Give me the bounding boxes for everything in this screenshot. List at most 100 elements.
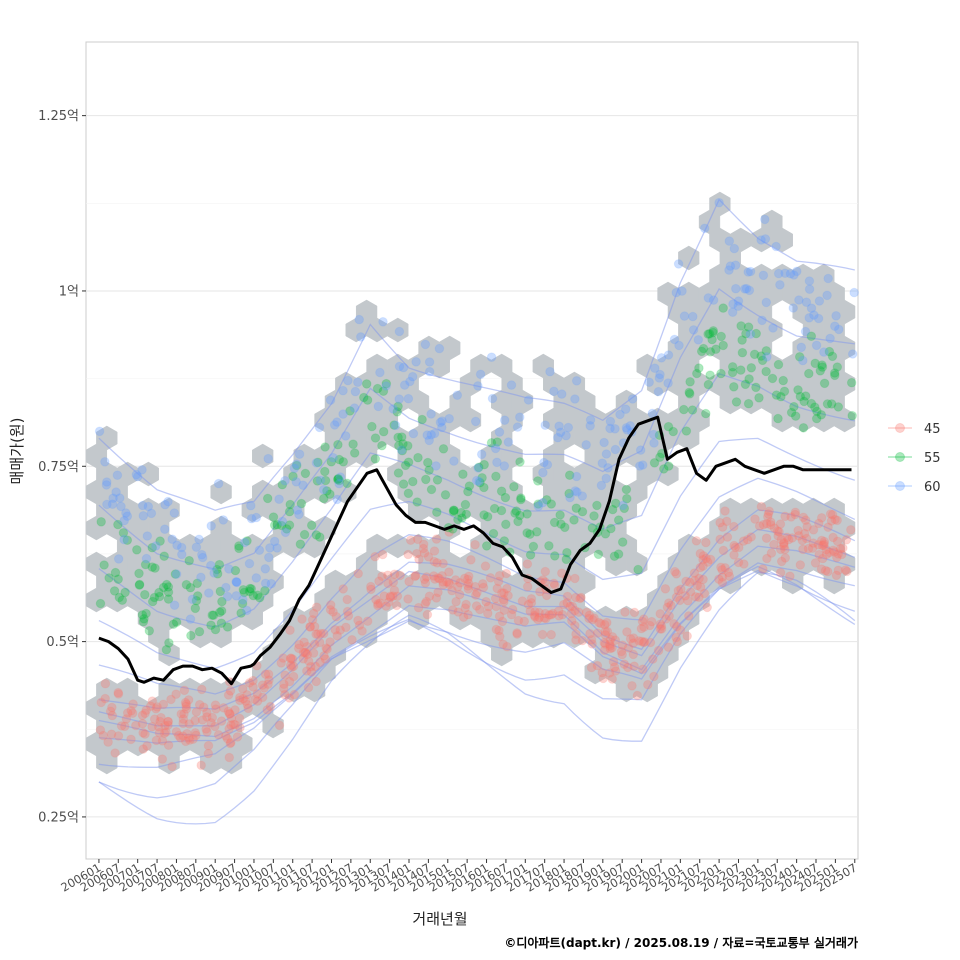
data-point-45 xyxy=(300,648,311,658)
legend-key-point xyxy=(895,423,905,433)
data-point-55 xyxy=(403,488,414,499)
data-point-45 xyxy=(517,596,528,606)
data-point-45 xyxy=(645,637,656,648)
data-point-60 xyxy=(622,425,632,435)
data-point-60 xyxy=(775,280,785,290)
data-point-55 xyxy=(423,457,433,468)
data-point-45 xyxy=(278,653,289,663)
hexbin-cell xyxy=(584,659,606,685)
data-point-45 xyxy=(599,645,610,656)
data-point-55 xyxy=(212,564,222,575)
data-point-55 xyxy=(833,402,844,412)
data-point-45 xyxy=(366,581,376,592)
data-point-55 xyxy=(716,331,727,342)
trend-line-layer xyxy=(98,415,852,686)
data-point-45 xyxy=(803,543,814,554)
data-point-45 xyxy=(623,662,633,673)
data-point-45 xyxy=(248,682,258,692)
data-point-55 xyxy=(492,437,503,447)
data-point-45 xyxy=(553,606,564,616)
data-point-45 xyxy=(225,738,235,749)
hexbin-cell xyxy=(657,281,679,307)
data-point-45 xyxy=(429,571,439,581)
data-point-55 xyxy=(333,474,343,484)
data-point-55 xyxy=(659,464,669,474)
data-point-55 xyxy=(208,610,219,621)
hexbin-cell xyxy=(293,443,315,469)
data-point-45 xyxy=(605,634,616,645)
data-point-45 xyxy=(698,561,708,571)
density-contour-line xyxy=(98,373,855,628)
data-point-55 xyxy=(147,562,157,572)
data-point-45 xyxy=(163,740,174,751)
data-point-45 xyxy=(284,676,295,687)
hexbin-cell xyxy=(449,605,471,631)
data-point-45 xyxy=(163,716,173,727)
data-point-55 xyxy=(122,535,133,546)
data-point-55 xyxy=(727,367,738,378)
data-point-55 xyxy=(171,617,182,628)
hexbin-cell xyxy=(678,245,700,271)
data-point-60 xyxy=(221,582,231,593)
data-point-55 xyxy=(533,499,544,509)
data-point-60 xyxy=(137,465,147,475)
data-point-55 xyxy=(701,408,711,419)
source-caption: ©디아파트(dapt.kr) / 2025.08.19 / 자료=국토교통부 실… xyxy=(504,935,858,950)
data-point-55 xyxy=(207,610,217,621)
data-point-55 xyxy=(448,505,459,516)
data-point-55 xyxy=(619,503,630,514)
data-point-60 xyxy=(132,471,143,482)
data-point-55 xyxy=(513,516,523,527)
data-point-45 xyxy=(471,601,482,611)
data-point-45 xyxy=(235,722,245,733)
data-point-60 xyxy=(325,395,336,405)
data-point-60 xyxy=(280,527,291,538)
data-point-45 xyxy=(581,607,592,618)
data-point-45 xyxy=(715,534,725,545)
data-point-60 xyxy=(796,342,807,353)
data-point-45 xyxy=(716,562,726,573)
data-point-55 xyxy=(367,421,377,432)
data-point-55 xyxy=(215,586,226,597)
data-point-45 xyxy=(546,629,557,640)
data-point-55 xyxy=(500,492,511,503)
legend: 45 55 60 xyxy=(888,422,941,495)
data-point-45 xyxy=(607,632,618,642)
data-point-60 xyxy=(431,461,441,471)
data-point-60 xyxy=(239,537,250,548)
data-point-45 xyxy=(210,700,221,710)
data-point-60 xyxy=(381,381,391,391)
data-point-45 xyxy=(161,727,171,737)
data-point-45 xyxy=(197,715,208,725)
hexbin-cell xyxy=(667,371,690,397)
data-point-45 xyxy=(698,551,709,561)
data-point-55 xyxy=(501,519,511,530)
data-point-45 xyxy=(662,602,673,613)
data-point-60 xyxy=(789,270,799,280)
data-point-45 xyxy=(599,637,610,648)
data-point-45 xyxy=(194,699,205,710)
trend-line xyxy=(98,415,852,686)
data-point-45 xyxy=(113,689,124,699)
data-point-45 xyxy=(775,567,786,578)
data-point-45 xyxy=(762,553,772,564)
data-point-45 xyxy=(699,588,710,599)
data-point-45 xyxy=(308,648,319,658)
data-point-60 xyxy=(254,545,265,556)
data-point-55 xyxy=(560,522,570,533)
data-point-60 xyxy=(745,266,756,277)
data-point-45 xyxy=(586,635,597,645)
data-point-45 xyxy=(541,613,551,624)
data-point-45 xyxy=(537,629,548,640)
data-point-45 xyxy=(645,620,655,631)
data-point-45 xyxy=(225,709,235,719)
data-point-60 xyxy=(426,430,437,440)
data-point-45 xyxy=(422,609,433,620)
y-tick-label: 1억 xyxy=(59,284,79,299)
data-point-60 xyxy=(733,296,744,306)
data-point-45 xyxy=(656,621,667,631)
data-point-55 xyxy=(655,452,665,463)
data-point-45 xyxy=(379,591,390,601)
data-point-45 xyxy=(490,593,501,604)
data-point-60 xyxy=(603,463,613,473)
